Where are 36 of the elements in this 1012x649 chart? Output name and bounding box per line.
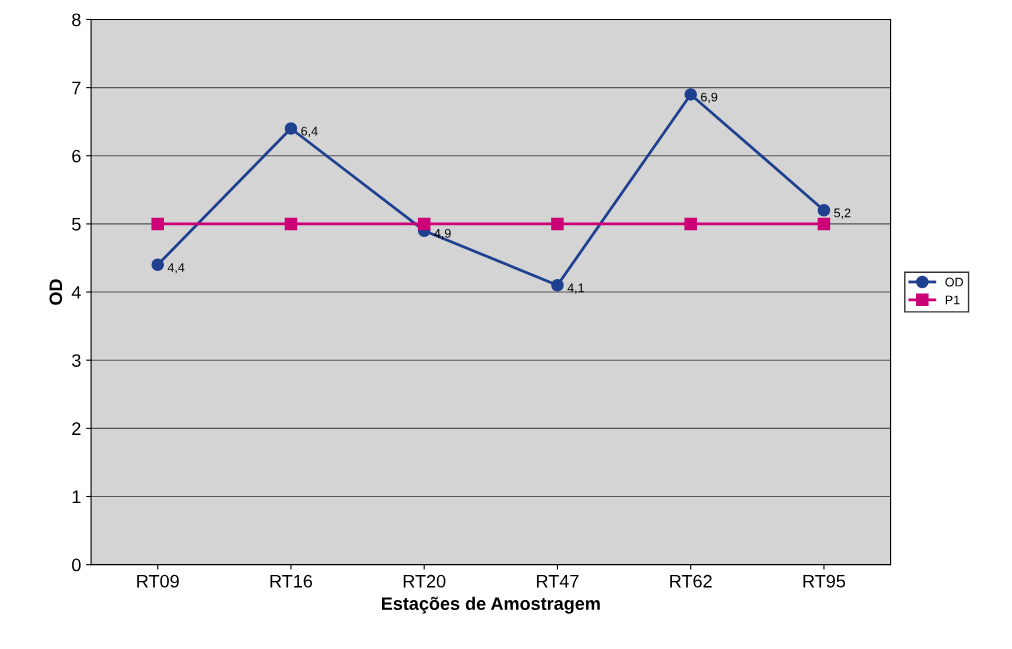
x-tick-label: RT09 [137, 574, 179, 588]
data-label: 5,2 [834, 208, 851, 219]
point [684, 217, 697, 231]
y-tick-label: 3 [72, 354, 81, 367]
point [284, 122, 298, 135]
y-tick-label: 5 [72, 218, 81, 231]
y-axis-title: OD [49, 279, 63, 305]
point [417, 217, 431, 231]
point [151, 217, 164, 231]
point [817, 217, 831, 231]
y-tick-label: 4 [71, 286, 81, 299]
x-tick-label: RT62 [670, 574, 712, 588]
x-axis-title: Estações de Amostragem [381, 596, 600, 614]
point [284, 217, 298, 231]
y-tick-label: 0 [72, 558, 81, 572]
point [817, 204, 831, 217]
point [684, 88, 697, 101]
y-tick-label: 6 [72, 149, 81, 163]
legend-label: P1 [945, 295, 960, 305]
x-tick-label: RT47 [537, 575, 579, 588]
y-tick-label: 7 [72, 81, 81, 95]
x-tick-label: RT20 [403, 574, 446, 588]
data-label: 6,9 [701, 92, 718, 103]
point [151, 258, 164, 272]
data-label: 4,1 [567, 283, 584, 294]
y-tick-label: 8 [72, 13, 81, 27]
data-label: 4,4 [167, 263, 185, 274]
data-label: 6,4 [301, 126, 318, 138]
x-tick-label: RT95 [803, 574, 846, 588]
point [551, 278, 564, 292]
y-tick-label: 2 [72, 422, 81, 435]
data-label: 4,9 [434, 228, 451, 240]
x-tick-label: RT16 [270, 574, 313, 588]
legend-label: OD [945, 277, 963, 287]
point [551, 217, 564, 231]
y-tick-label: 1 [72, 490, 81, 504]
